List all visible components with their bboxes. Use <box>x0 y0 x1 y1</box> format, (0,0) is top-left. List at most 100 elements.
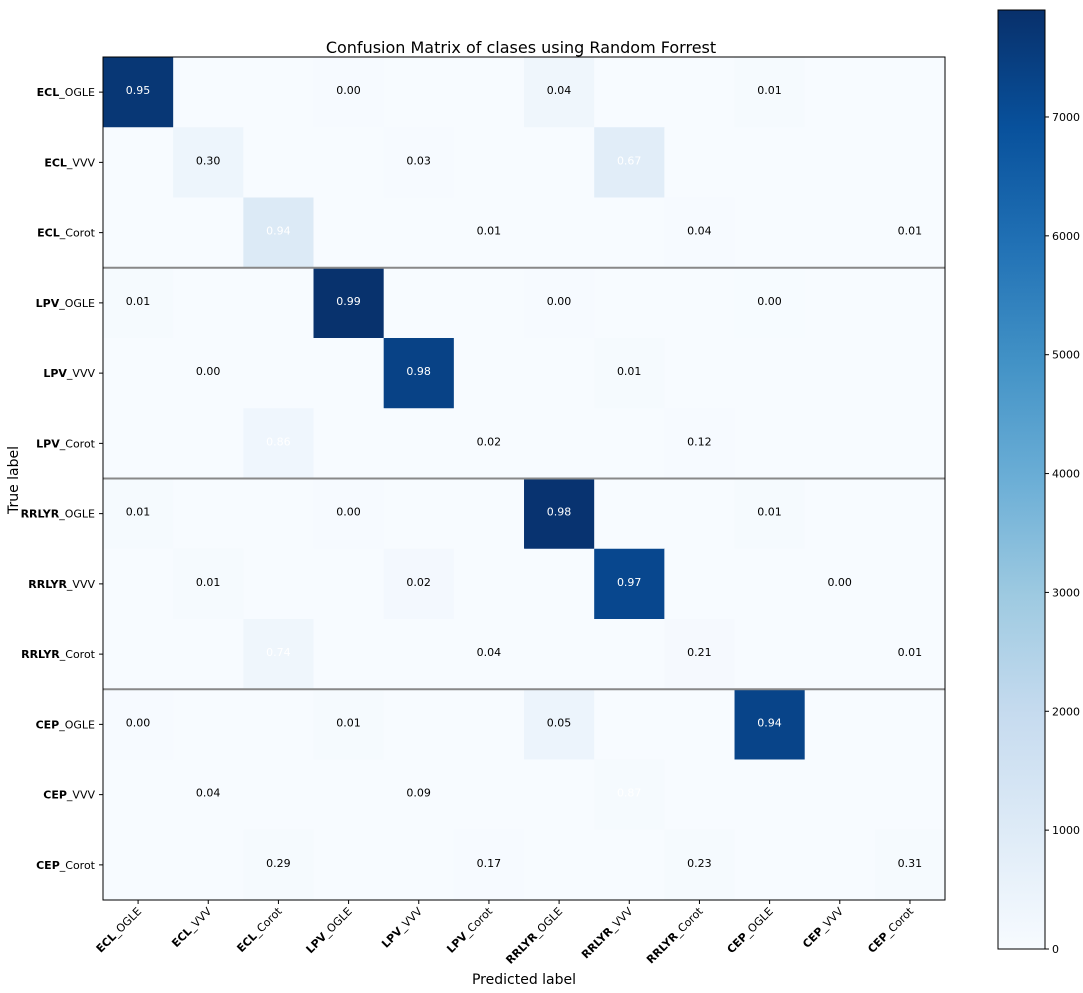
heatmap-cell <box>804 197 876 269</box>
y-tick-label: RRLYR_Corot <box>21 648 96 661</box>
cell-value-label: 0.00 <box>547 295 572 308</box>
heatmap-cell <box>804 338 876 409</box>
heatmap-cell <box>734 57 806 128</box>
cell-value-label: 0.03 <box>406 154 431 167</box>
heatmap-cell <box>874 267 946 339</box>
heatmap-cell <box>173 57 244 128</box>
heatmap-cell <box>804 127 876 199</box>
heatmap-cell <box>734 408 806 480</box>
heatmap-cell <box>313 338 385 409</box>
heatmap-cell <box>313 478 385 550</box>
heatmap-cell <box>524 689 595 761</box>
heatmap-cell <box>524 267 595 339</box>
cell-value-label: 0.29 <box>266 857 291 870</box>
heatmap-cell <box>103 759 174 831</box>
heatmap-cell <box>664 689 736 761</box>
heatmap-cell <box>874 127 946 199</box>
heatmap-cell <box>243 759 315 831</box>
heatmap-cell <box>594 689 665 761</box>
heatmap-cell <box>453 759 525 831</box>
y-axis-label: True label <box>6 446 22 515</box>
heatmap-cell <box>734 338 806 409</box>
heatmap-cell <box>383 759 455 831</box>
heatmap-cell <box>173 689 244 761</box>
cell-value-label: 0.00 <box>196 365 221 378</box>
heatmap-cell <box>453 57 525 128</box>
colorbar-tick-label: 2000 <box>1052 705 1080 718</box>
heatmap-cell <box>734 829 806 901</box>
cell-value-label: 0.12 <box>687 435 712 448</box>
heatmap-cell <box>453 127 525 199</box>
x-tick-label: CEP_VVV <box>800 905 846 951</box>
heatmap-cell <box>524 408 595 480</box>
heatmap-cell <box>173 478 244 550</box>
heatmap-cell <box>243 829 315 901</box>
heatmap-cell <box>313 829 385 901</box>
heatmap-cell <box>734 548 806 620</box>
heatmap-cell <box>594 478 665 550</box>
heatmap-cell <box>524 127 595 199</box>
heatmap-cell <box>453 548 525 620</box>
cell-value-label: 0.04 <box>196 787 221 800</box>
heatmap-cell <box>804 267 876 339</box>
heatmap-cell <box>594 759 665 831</box>
heatmap-cell <box>594 548 665 620</box>
cell-value-label: 0.23 <box>687 857 712 870</box>
x-tick-labels: ECL_OGLE ECL_VVV ECL_Corot LPV_OGLE LPV_VVV L… <box>94 900 917 967</box>
cell-value-label: 0.01 <box>126 506 151 519</box>
heatmap-cell <box>173 338 244 409</box>
heatmap-cell <box>243 689 315 761</box>
cell-value-label: 0.17 <box>477 857 502 870</box>
colorbar-ticks: 0 1000 2000 3000 4000 5000 6000 7000 <box>1045 111 1080 956</box>
cell-value-label: 0.01 <box>898 646 923 659</box>
heatmap-cell <box>594 57 665 128</box>
heatmap-cell <box>103 197 174 269</box>
heatmap-cell <box>383 57 455 128</box>
heatmap-cell <box>524 548 595 620</box>
y-tick-label: ECL_OGLE <box>37 86 95 99</box>
y-tick-label: LPV_OGLE <box>36 297 95 310</box>
cell-value-label: 0.01 <box>898 225 923 238</box>
colorbar-tick-label: 0 <box>1052 943 1059 956</box>
heatmap-cell <box>173 267 244 339</box>
cell-value-label: 0.04 <box>477 646 502 659</box>
heatmap-cell <box>173 127 244 199</box>
heatmap-cell <box>734 759 806 831</box>
x-tick-label: ECL_Corot <box>234 904 285 955</box>
heatmap-cell <box>594 829 665 901</box>
heatmap-cell <box>103 408 174 480</box>
heatmap-cell <box>664 619 736 690</box>
cell-value-label: 0.31 <box>898 857 923 870</box>
heatmap-cell <box>594 408 665 480</box>
heatmap-cell <box>664 759 736 831</box>
heatmap-cell <box>664 829 736 901</box>
cell-value-label: 0.87 <box>617 787 642 800</box>
cell-value-label: 0.04 <box>547 84 572 97</box>
heatmap: 0.95 0.00 0.04 0.01 0.30 0.03 0.67 0.94 0.01 0.04… <box>103 57 946 901</box>
cell-value-label: 0.86 <box>266 435 291 448</box>
heatmap-cell <box>524 57 595 128</box>
heatmap-cell <box>313 57 385 128</box>
heatmap-cell <box>383 197 455 269</box>
y-tick-label: RRLYR_VVV <box>28 578 95 591</box>
heatmap-cell <box>313 127 385 199</box>
heatmap-cell <box>383 689 455 761</box>
chart-title: Confusion Matrix of clases using Random … <box>326 38 716 57</box>
heatmap-cell <box>313 619 385 690</box>
heatmap-cell <box>664 197 736 269</box>
cell-value-label: 0.00 <box>126 716 151 729</box>
heatmap-cell <box>173 408 244 480</box>
cell-value-label: 0.94 <box>266 225 291 238</box>
heatmap-cell <box>313 689 385 761</box>
cell-value-label: 0.21 <box>687 646 712 659</box>
cell-value-label: 0.01 <box>196 576 221 589</box>
heatmap-cell <box>173 619 244 690</box>
heatmap-cell <box>804 548 876 620</box>
heatmap-cell <box>594 619 665 690</box>
heatmap-cell <box>103 619 174 690</box>
cell-value-label: 0.94 <box>757 716 782 729</box>
x-tick-label: LPV_VVV <box>379 905 425 951</box>
heatmap-cell <box>874 689 946 761</box>
heatmap-cell <box>664 127 736 199</box>
